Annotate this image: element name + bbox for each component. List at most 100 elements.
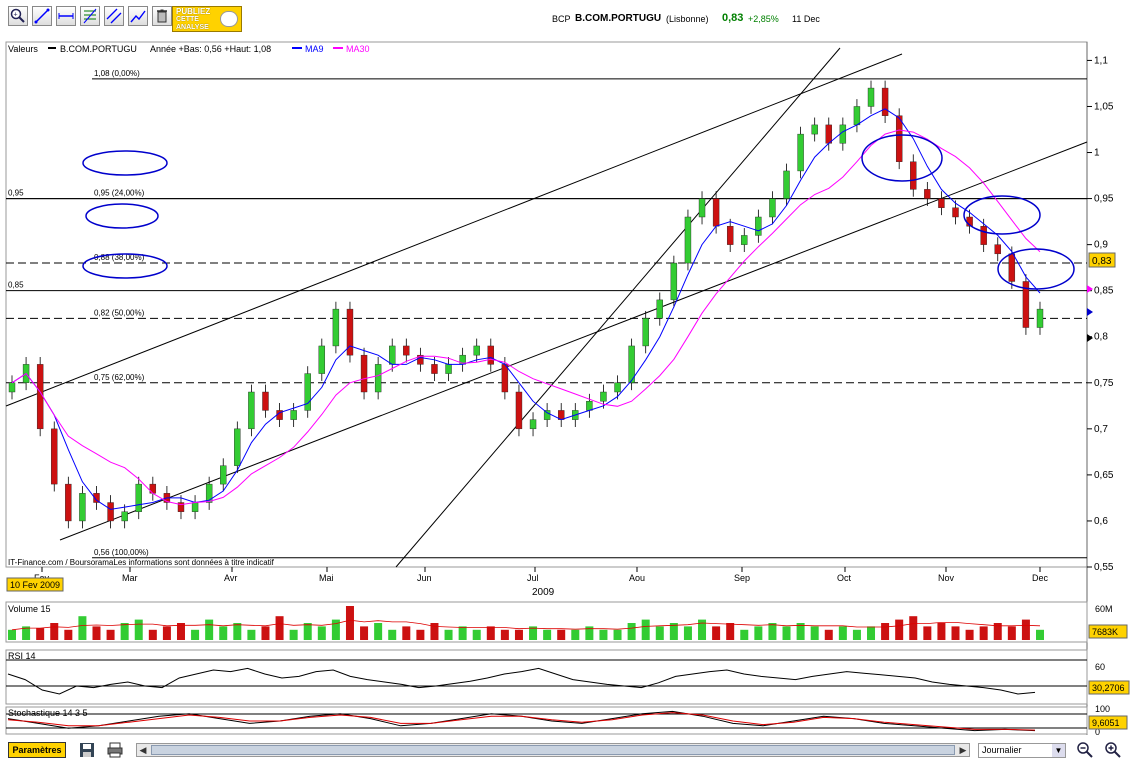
candle-body (994, 244, 1001, 255)
candle-body (79, 493, 86, 522)
horizontal-level-label: 0,85 (8, 281, 24, 290)
volume-bar (655, 626, 664, 640)
volume-bar (430, 623, 439, 640)
legend-range: Année +Bas: 0,56 +Haut: 1,08 (150, 44, 271, 54)
volume-bar (36, 628, 45, 640)
candle-body (360, 354, 368, 393)
stoch-last-label: 9,6051 (1092, 718, 1120, 728)
stoch-tick-100: 100 (1095, 704, 1110, 714)
promo-line3: ANALYSE (176, 24, 209, 31)
volume-ma-line (11, 619, 1041, 631)
fib-level-label: 0,88 (38,00%) (94, 253, 145, 262)
ellipse-annotation (85, 203, 159, 229)
horizontal-scrollbar[interactable]: ◀ ▶ (136, 743, 970, 757)
legend-ma9: MA9 (305, 44, 324, 54)
volume-bar (951, 626, 960, 640)
svg-text:+: + (14, 12, 18, 19)
chevron-down-icon: ▼ (1052, 744, 1065, 757)
volume-bar (627, 623, 636, 640)
y-tick-label: 1 (1094, 148, 1100, 159)
volume-bar (233, 623, 242, 640)
candle-body (642, 318, 649, 347)
volume-bar (303, 623, 312, 640)
zoom-out-icon[interactable] (1076, 741, 1094, 759)
parallel-channel-icon[interactable] (104, 6, 124, 26)
candle-body (853, 106, 861, 126)
candle-body (318, 345, 326, 374)
volume-bar (205, 619, 214, 640)
volume-bar (331, 619, 340, 640)
candle-body (262, 391, 269, 411)
ellipse-annotation (861, 134, 943, 182)
volume-bar (458, 626, 467, 640)
ticker-price: 0,83 (722, 12, 744, 24)
rsi-last-label: 30,2706 (1092, 683, 1125, 693)
candle-body (670, 262, 678, 301)
toolbar: + PUBLIEZ CETTE ANALYSE BCP B.COM.PORTUG… (0, 0, 1131, 36)
candle-body (177, 502, 185, 512)
publish-analysis-button[interactable]: PUBLIEZ CETTE ANALYSE (172, 6, 242, 32)
candle-body (205, 483, 213, 503)
volume-bar (782, 626, 791, 640)
x-tick-label: Aou (629, 573, 645, 583)
candle-body (600, 391, 607, 402)
save-icon[interactable] (78, 741, 96, 759)
volume-bar (965, 629, 974, 640)
candle-body (825, 124, 832, 144)
candle-body (797, 133, 804, 172)
volume-bar (444, 629, 453, 640)
ma9-line (11, 108, 1041, 510)
draw-line-icon[interactable] (32, 6, 52, 26)
candle-body (656, 299, 663, 319)
rsi-title: RSI 14 (8, 651, 36, 661)
scroll-left-icon[interactable]: ◀ (139, 745, 147, 755)
period-select[interactable]: Journalier ▼ (978, 743, 1066, 758)
volume-bar (162, 626, 171, 640)
volume-bar (360, 626, 369, 640)
fib-level-label: 0,56 (100,00%) (94, 548, 149, 557)
trash-icon[interactable] (152, 6, 172, 26)
print-icon[interactable] (106, 741, 124, 759)
stoch-panel-frame (5, 706, 1088, 735)
volume-bar (106, 629, 115, 640)
volume-bar (289, 629, 298, 640)
volume-bar (599, 629, 608, 640)
candle-body (149, 483, 157, 494)
candle-body (93, 493, 100, 503)
volume-bar (824, 629, 833, 640)
volume-title: Volume 15 (8, 604, 51, 614)
candle-body (36, 364, 44, 430)
rsi-panel-frame (5, 649, 1088, 705)
x-tick-label: Jul (527, 573, 539, 583)
volume-bar (148, 629, 157, 640)
ma30-marker-icon (1087, 285, 1093, 293)
rsi-tick: 60 (1095, 662, 1105, 672)
candle-body (417, 354, 424, 365)
stoch-d-line (7, 712, 1036, 731)
candle-body (234, 428, 241, 466)
zoom-icon[interactable]: + (8, 6, 28, 26)
channel-upper-line (5, 53, 903, 407)
candle-body (431, 364, 438, 374)
volume-bar (698, 619, 707, 640)
candle-body (501, 364, 509, 393)
params-button[interactable]: Paramètres (8, 742, 66, 758)
scroll-right-icon[interactable]: ▶ (959, 745, 967, 755)
fibonacci-icon[interactable] (80, 6, 100, 26)
volume-bar (641, 619, 650, 640)
candle-body (304, 373, 311, 411)
zoom-in-icon[interactable] (1104, 741, 1122, 759)
scroll-thumb[interactable] (151, 745, 955, 755)
candle-body (586, 401, 593, 411)
trend-icon[interactable] (128, 6, 148, 26)
candle-body (867, 87, 875, 107)
last-price-label: 0,83 (1092, 256, 1112, 267)
horizontal-line-icon[interactable] (56, 6, 76, 26)
candle-body (783, 170, 790, 199)
horizontal-level-label: 0,95 (8, 189, 24, 198)
volume-bar (416, 629, 425, 640)
volume-bar (571, 629, 580, 640)
fib-marker-icon (1087, 334, 1093, 342)
volume-bar (78, 616, 87, 640)
candle-body (529, 419, 537, 430)
